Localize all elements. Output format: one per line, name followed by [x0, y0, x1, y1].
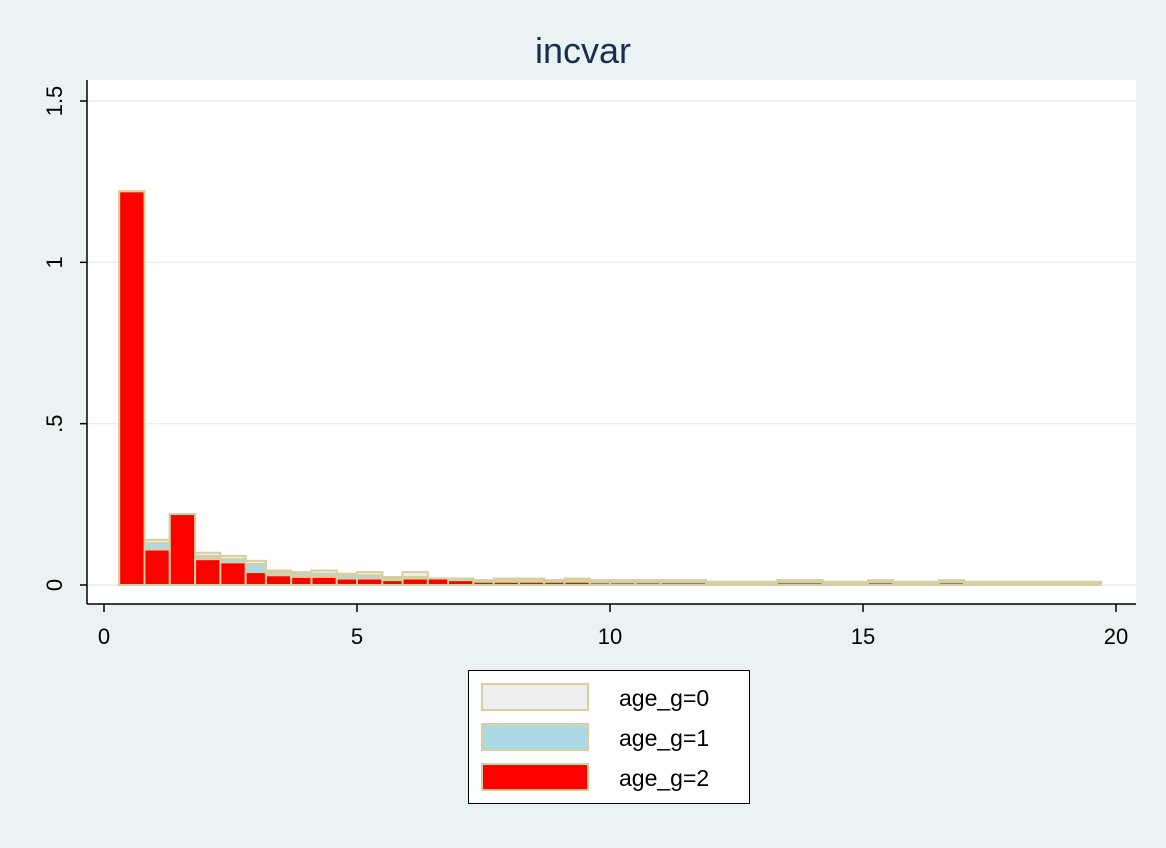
legend-swatch-age-g-0 [481, 683, 589, 711]
x-axis-ticks: 0 5 10 15 20 [98, 604, 1128, 649]
legend-item-age-g-2: age_g=2 [481, 763, 741, 793]
plot-background [87, 80, 1136, 604]
legend: age_g=0 age_g=1 age_g=2 [468, 670, 750, 804]
bar-series-2-bin-6 [264, 574, 293, 587]
legend-label-age-g-1: age_g=1 [619, 725, 710, 751]
bar-series-2-bin-23 [659, 581, 708, 586]
bar-series-2-bin-7 [290, 575, 313, 587]
bar-series-2-bin-30 [937, 581, 966, 586]
bar-series-2-bin-20 [588, 581, 612, 586]
bar-series-2-bin-19 [563, 580, 591, 586]
bar-series-2-bin-21 [609, 581, 637, 586]
legend-label-age-g-2: age_g=2 [619, 765, 710, 791]
bar-series-2-bin-17 [517, 580, 546, 586]
bar-series-2-bin-14 [447, 579, 475, 586]
bar-series-2-bin-2 [168, 513, 197, 586]
bar-series-2-bin-33 [1054, 582, 1102, 586]
chart-title: incvar [534, 30, 632, 71]
y-tick-label-1: .5 [42, 414, 67, 432]
bar-series-2-bin-22 [634, 581, 662, 586]
bar-series-2-bin-32 [1008, 582, 1057, 586]
y-tick-label-3: 1.5 [42, 86, 67, 117]
bar-series-2-bin-16 [492, 580, 520, 586]
bar-series-2-bin-27 [821, 582, 870, 586]
y-axis-ticks: 0 .5 1 1.5 [42, 86, 87, 591]
legend-item-age-g-1: age_g=1 [481, 723, 741, 753]
x-tick-label-4: 20 [1104, 624, 1128, 649]
histogram-bars [118, 190, 1102, 587]
legend-label-age-g-0: age_g=0 [619, 685, 710, 711]
series-2-bars [118, 190, 1102, 587]
bar-series-2-bin-9 [335, 577, 359, 587]
y-tick-label-0: 0 [42, 579, 67, 591]
bar-series-2-bin-5 [244, 571, 267, 586]
bar-series-2-bin-8 [310, 575, 338, 587]
y-tick-label-2: 1 [42, 256, 67, 268]
bar-series-2-bin-13 [426, 577, 450, 587]
bar-series-2-bin-3 [194, 558, 222, 586]
bar-series-2-bin-11 [381, 579, 404, 586]
legend-swatch-age-g-2 [481, 763, 589, 791]
bar-series-2-bin-26 [775, 581, 824, 586]
bar-series-2-bin-4 [219, 561, 247, 586]
bar-series-2-bin-28 [867, 581, 895, 586]
x-tick-label-2: 10 [598, 624, 622, 649]
x-tick-label-3: 15 [851, 624, 875, 649]
bar-series-2-bin-12 [401, 577, 429, 587]
legend-swatch-age-g-1 [481, 723, 589, 751]
bar-series-2-bin-18 [543, 580, 566, 586]
x-tick-label-1: 5 [351, 624, 363, 649]
bar-series-2-bin-0 [118, 190, 146, 586]
bar-series-2-bin-25 [750, 582, 778, 586]
bar-series-2-bin-29 [892, 582, 940, 586]
bar-series-2-bin-1 [143, 548, 171, 586]
bar-series-2-bin-31 [963, 582, 1011, 586]
x-tick-label-0: 0 [98, 624, 110, 649]
bar-series-2-bin-24 [705, 582, 753, 586]
bar-series-2-bin-10 [356, 577, 384, 587]
legend-item-age-g-0: age_g=0 [481, 683, 741, 713]
bar-series-2-bin-15 [472, 580, 495, 586]
